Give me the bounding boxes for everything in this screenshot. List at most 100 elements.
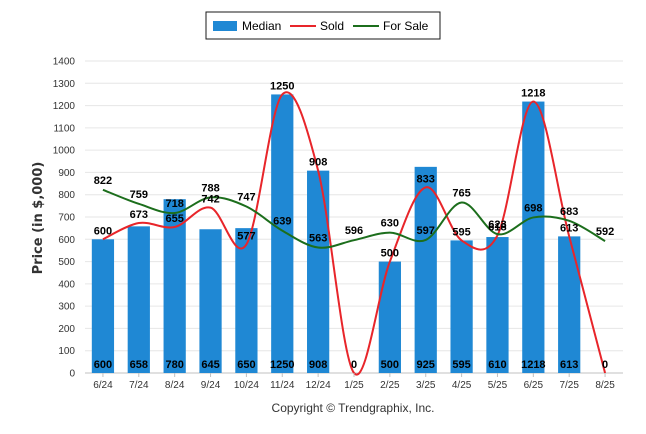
bar-value-label: 925 <box>417 359 435 371</box>
bar <box>91 239 115 373</box>
sold-point-label: 500 <box>381 248 399 260</box>
series-lines <box>102 91 607 376</box>
bar-value-label: 1250 <box>270 359 294 371</box>
bar-value-label: 650 <box>237 359 255 371</box>
y-tick-label: 500 <box>58 257 75 268</box>
x-tick-label: 2/25 <box>380 380 400 391</box>
bar <box>450 240 473 373</box>
bar-value-label: 613 <box>560 359 578 371</box>
y-tick-label: 800 <box>58 190 75 201</box>
bar-value-label: 500 <box>381 359 399 371</box>
sold-series-line <box>102 91 607 376</box>
x-tick-label: 7/24 <box>129 380 149 391</box>
y-tick-label: 700 <box>58 213 75 224</box>
copyright-text: Copyright © Trendgraphix, Inc. <box>272 401 435 415</box>
y-tick-label: 400 <box>58 279 75 290</box>
for-sale-point-label: 822 <box>94 175 112 187</box>
x-tick-label: 4/25 <box>452 380 472 391</box>
y-tick-label: 1000 <box>53 146 76 157</box>
x-tick-label: 9/24 <box>201 380 221 391</box>
y-tick-label: 600 <box>58 235 75 246</box>
x-tick-label: 8/24 <box>165 380 185 391</box>
for-sale-point-label: 623 <box>488 219 506 231</box>
for-sale-point-label: 683 <box>560 206 578 218</box>
bar <box>235 228 258 373</box>
sold-point-label: 908 <box>309 157 327 169</box>
y-tick-label: 1400 <box>53 57 76 68</box>
for-sale-series-line <box>102 188 606 249</box>
x-tick-label: 7/25 <box>559 380 579 391</box>
for-sale-point-label: 718 <box>165 198 183 210</box>
bar-value-label: 600 <box>94 359 112 371</box>
x-tick-label: 11/24 <box>270 380 295 391</box>
bar-value-label: 780 <box>165 359 183 371</box>
sold-point-label: 577 <box>237 230 255 242</box>
for-sale-point-label: 630 <box>381 218 399 230</box>
y-tick-label: 1100 <box>53 123 75 134</box>
legend-swatch-median <box>213 21 237 31</box>
sold-point-label: 600 <box>94 225 112 237</box>
for-sale-point-label: 765 <box>452 188 470 200</box>
for-sale-point-label: 747 <box>237 192 255 204</box>
bar <box>522 101 545 373</box>
bar <box>199 229 222 373</box>
bar <box>558 236 581 373</box>
sold-point-label: 673 <box>130 209 148 221</box>
y-tick-label: 200 <box>58 324 75 335</box>
for-sale-point-label: 759 <box>130 189 148 201</box>
y-tick-label: 0 <box>69 369 75 380</box>
y-axis-label: Price (in $,000) <box>31 162 46 275</box>
bar-value-label: 658 <box>130 359 148 371</box>
bar-value-label: 908 <box>309 359 327 371</box>
x-axis-ticks: 6/24 7/24 8/24 9/24 10/24 11/24 12/24 1/25 2/25 3… <box>93 373 615 391</box>
bars <box>91 94 581 373</box>
x-tick-label: 8/25 <box>595 380 615 391</box>
data-labels: 600 658 780 645 650 1250 908 0 500 925 595 610 1218 6… <box>94 80 614 371</box>
bar <box>127 226 150 373</box>
x-tick-label: 6/25 <box>524 380 544 391</box>
legend: Median Sold For Sale <box>205 11 441 40</box>
y-tick-label: 1300 <box>53 79 76 90</box>
sold-point-label: 1250 <box>270 80 294 92</box>
bar <box>163 199 186 373</box>
y-tick-label: 100 <box>58 346 75 357</box>
legend-label-sold: Sold <box>320 19 344 33</box>
bar-value-label: 595 <box>452 359 470 371</box>
y-axis-ticks: 0 100 200 300 400 500 600 700 800 900 1000 1100 1200… <box>53 57 76 380</box>
x-tick-label: 12/24 <box>306 380 331 391</box>
bar-value-label: 0 <box>351 359 357 371</box>
for-sale-point-label: 698 <box>524 202 542 214</box>
for-sale-point-label: 639 <box>273 216 291 228</box>
y-tick-label: 1200 <box>53 101 76 112</box>
y-tick-label: 300 <box>58 302 75 313</box>
for-sale-point-label: 592 <box>596 226 614 238</box>
sold-point-label: 742 <box>201 194 219 206</box>
x-tick-label: 1/25 <box>344 380 364 391</box>
legend-label-median: Median <box>242 19 281 33</box>
sold-point-label: 618 <box>488 221 506 233</box>
bar-value-label: 645 <box>201 359 219 371</box>
y-tick-label: 900 <box>58 168 75 179</box>
sold-point-label: 833 <box>417 173 435 185</box>
for-sale-point-label: 788 <box>201 182 219 194</box>
bar-value-label: 1218 <box>521 359 545 371</box>
bar <box>307 170 330 373</box>
x-tick-label: 5/25 <box>488 380 508 391</box>
x-tick-label: 6/24 <box>93 380 113 391</box>
sold-point-label: 655 <box>165 213 183 225</box>
x-tick-label: 3/25 <box>416 380 436 391</box>
bar <box>271 94 294 373</box>
sold-point-label: 613 <box>560 222 578 234</box>
bar <box>486 237 509 373</box>
for-sale-point-label: 596 <box>345 225 363 237</box>
legend-box <box>205 11 441 40</box>
bar <box>378 261 401 373</box>
sold-point-label: 1218 <box>521 88 545 100</box>
sold-point-label: 595 <box>452 226 470 238</box>
bar <box>414 166 437 373</box>
bar-value-label: 0 <box>602 359 608 371</box>
for-sale-point-label: 597 <box>417 225 435 237</box>
for-sale-point-label: 563 <box>309 233 327 245</box>
legend-label-for-sale: For Sale <box>383 19 429 33</box>
